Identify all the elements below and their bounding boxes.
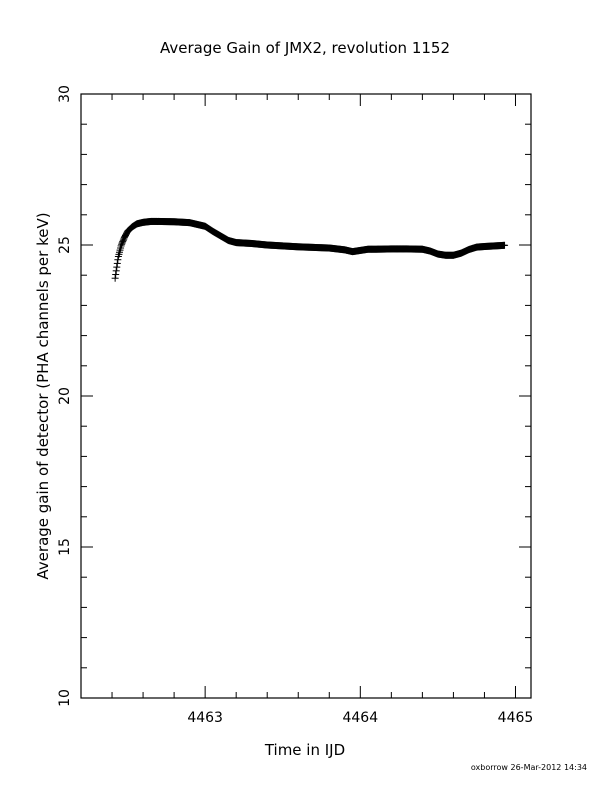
y-tick-label: 10 [57,689,73,707]
y-axis-label: Average gain of detector (PHA channels p… [34,212,52,579]
footer-stamp: oxborrow 26-Mar-2012 14:34 [471,763,587,772]
data-point [112,267,120,275]
y-tick-label: 20 [57,387,73,405]
data-points [111,217,509,282]
y-tick-label: 25 [57,236,73,254]
data-point [501,241,509,249]
axis-ticks [80,93,531,699]
x-axis-label: Time in IJD [264,741,345,759]
tick-labels: 4463 4464 4465 10 15 20 25 30 [57,85,533,726]
chart-title: Average Gain of JMX2, revolution 1152 [160,39,450,57]
x-tick-label: 4463 [187,710,223,726]
data-point [114,256,122,264]
data-point [113,259,121,267]
plot-frame [80,93,532,699]
y-tick-label: 15 [57,538,73,556]
data-point [113,263,121,271]
x-tick-label: 4464 [342,710,378,726]
x-tick-label: 4465 [498,710,534,726]
data-point [117,242,125,250]
y-tick-label: 30 [57,85,73,103]
data-point [111,274,119,282]
data-point [112,271,120,279]
